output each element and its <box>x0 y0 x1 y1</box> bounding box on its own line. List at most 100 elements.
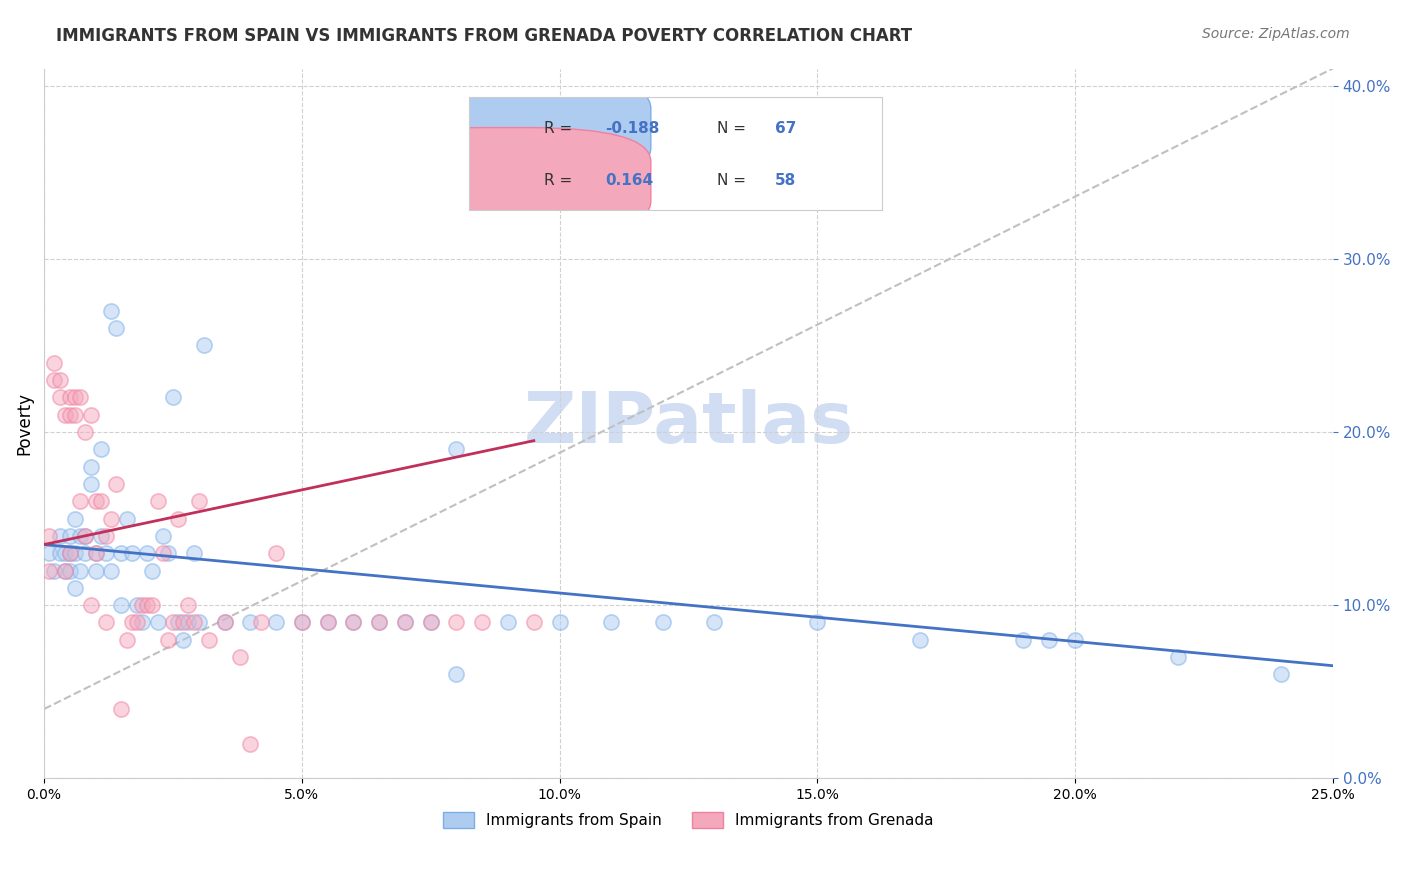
Point <box>38 546 60 560</box>
Point <box>141 598 163 612</box>
Point <box>342 615 364 630</box>
Point <box>84 564 107 578</box>
Point <box>121 546 143 560</box>
Point <box>110 546 132 560</box>
Point <box>59 546 82 560</box>
Point <box>44 356 66 370</box>
Point <box>419 615 441 630</box>
Point <box>90 442 112 457</box>
Point <box>59 529 82 543</box>
Point <box>141 564 163 578</box>
Point <box>167 615 190 630</box>
Point <box>53 564 76 578</box>
Point <box>48 373 70 387</box>
Point <box>172 615 194 630</box>
Point <box>84 546 107 560</box>
Point <box>94 529 117 543</box>
Point <box>177 598 200 612</box>
Point <box>496 615 519 630</box>
Point <box>264 615 287 630</box>
Point <box>183 546 205 560</box>
Point <box>368 615 391 630</box>
Point <box>125 598 148 612</box>
Point <box>69 391 91 405</box>
Point <box>1012 632 1035 647</box>
Point <box>59 564 82 578</box>
Point <box>316 615 339 630</box>
Point <box>152 529 174 543</box>
Point <box>69 494 91 508</box>
Point <box>198 632 221 647</box>
Point <box>44 564 66 578</box>
Point <box>69 564 91 578</box>
Point <box>90 529 112 543</box>
Point <box>446 667 468 681</box>
Point <box>1167 650 1189 665</box>
Point <box>94 615 117 630</box>
Point <box>496 183 519 197</box>
Point <box>105 321 128 335</box>
Point <box>63 408 86 422</box>
Point <box>59 546 82 560</box>
Point <box>115 511 138 525</box>
Point <box>48 546 70 560</box>
Point <box>59 408 82 422</box>
Point <box>48 529 70 543</box>
Point <box>446 442 468 457</box>
Point <box>446 615 468 630</box>
Point <box>75 546 97 560</box>
Point <box>419 615 441 630</box>
Text: IMMIGRANTS FROM SPAIN VS IMMIGRANTS FROM GRENADA POVERTY CORRELATION CHART: IMMIGRANTS FROM SPAIN VS IMMIGRANTS FROM… <box>56 27 912 45</box>
Point <box>394 615 416 630</box>
Point <box>167 511 190 525</box>
Point <box>156 632 179 647</box>
Point <box>69 529 91 543</box>
Point <box>342 615 364 630</box>
Point <box>100 564 122 578</box>
Text: Source: ZipAtlas.com: Source: ZipAtlas.com <box>1202 27 1350 41</box>
Point <box>548 615 571 630</box>
Point <box>156 546 179 560</box>
Point <box>291 615 314 630</box>
Point <box>63 391 86 405</box>
Point <box>79 459 101 474</box>
Point <box>115 632 138 647</box>
Point <box>53 564 76 578</box>
Point <box>131 598 153 612</box>
Point <box>394 615 416 630</box>
Point <box>53 546 76 560</box>
Point <box>44 373 66 387</box>
Point <box>162 391 184 405</box>
Point <box>471 615 494 630</box>
Y-axis label: Poverty: Poverty <box>15 392 32 455</box>
Point <box>291 615 314 630</box>
Point <box>110 702 132 716</box>
Point <box>75 529 97 543</box>
Point <box>183 615 205 630</box>
Point <box>63 546 86 560</box>
Point <box>910 632 932 647</box>
Point <box>152 546 174 560</box>
Point <box>187 615 209 630</box>
Point <box>94 546 117 560</box>
Point <box>63 581 86 595</box>
Point <box>187 494 209 508</box>
Point <box>38 529 60 543</box>
Point <box>651 615 673 630</box>
Point <box>79 477 101 491</box>
Legend: Immigrants from Spain, Immigrants from Grenada: Immigrants from Spain, Immigrants from G… <box>437 806 939 834</box>
Point <box>84 494 107 508</box>
Point <box>110 598 132 612</box>
Point <box>136 598 159 612</box>
Point <box>1270 667 1292 681</box>
Point <box>806 615 828 630</box>
Point <box>1064 632 1087 647</box>
Point <box>75 529 97 543</box>
Point <box>125 615 148 630</box>
Point <box>84 546 107 560</box>
Point <box>53 408 76 422</box>
Point <box>105 477 128 491</box>
Point <box>79 408 101 422</box>
Point <box>214 615 236 630</box>
Point <box>136 546 159 560</box>
